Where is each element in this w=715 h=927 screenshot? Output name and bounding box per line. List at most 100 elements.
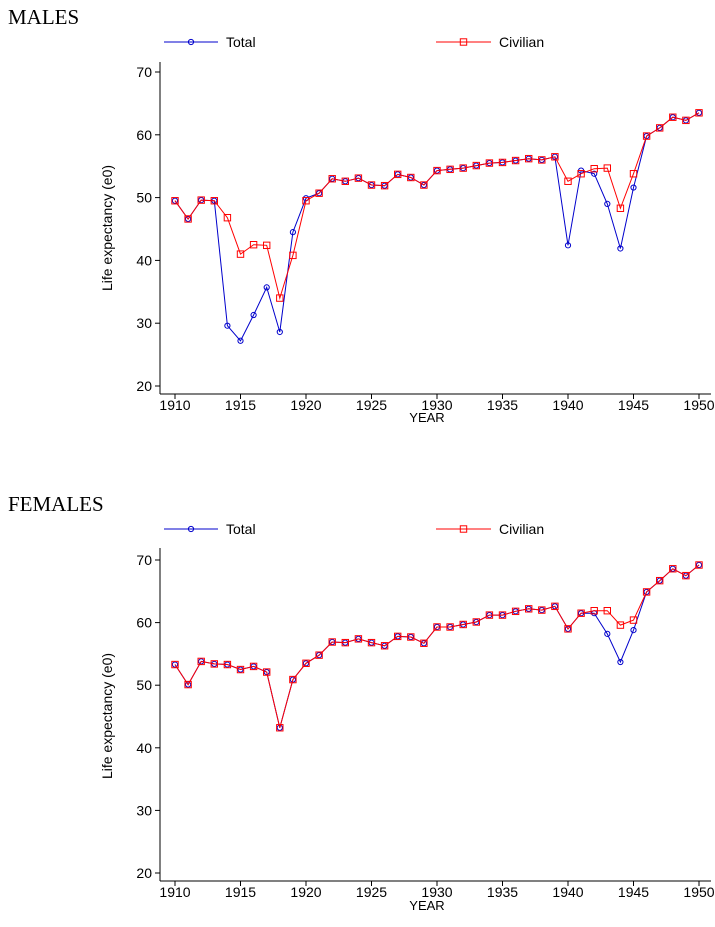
data-point-civilian (171, 197, 179, 205)
data-point-civilian (511, 156, 520, 165)
data-point-civilian (616, 621, 625, 629)
data-point-total (682, 572, 690, 579)
data-point-civilian (210, 660, 219, 668)
data-point-civilian (695, 109, 703, 117)
legend-marker-civilian (459, 525, 468, 533)
data-point-total (656, 124, 663, 131)
data-point-total (604, 200, 611, 207)
data-point-civilian (577, 609, 585, 617)
data-point-civilian (328, 175, 336, 183)
chart-panel-males: Total Civilian 20 30 40 50 60 70 1910 1915 1920 192… (99, 34, 715, 425)
data-point-civilian (656, 124, 664, 132)
data-point-total (329, 175, 336, 182)
data-point-civilian (184, 680, 192, 689)
data-point-total (224, 322, 231, 329)
data-point-civilian (485, 611, 494, 619)
data-point-total (420, 640, 427, 647)
data-point-civilian (289, 675, 297, 684)
data-point-civilian (590, 607, 598, 615)
panel-title-females: FEMALES (8, 492, 104, 516)
data-point-civilian (551, 602, 559, 611)
x-tick-label: 1935 (487, 397, 518, 413)
data-point-civilian (184, 215, 192, 223)
data-point-civilian (459, 164, 467, 172)
data-point-civilian (669, 565, 677, 573)
data-point-total (355, 175, 362, 182)
data-point-civilian (420, 181, 428, 189)
data-point-civilian (380, 181, 389, 190)
data-point-total (420, 181, 427, 189)
data-point-total (250, 311, 257, 319)
y-tick-label: 50 (136, 190, 152, 206)
data-point-total (551, 153, 559, 160)
y-tick-label: 20 (136, 865, 152, 881)
data-point-civilian (682, 571, 690, 580)
y-tick-label: 40 (136, 740, 152, 756)
data-point-total (604, 630, 611, 637)
data-point-civilian (289, 251, 297, 260)
y-tick-label: 50 (136, 677, 152, 693)
data-point-total (617, 658, 624, 666)
y-tick-label: 40 (136, 252, 152, 268)
x-tick-label: 1920 (290, 884, 321, 900)
x-tick-label: 1930 (421, 884, 452, 900)
data-point-total (289, 229, 296, 236)
legend-label-civilian: Civilian (499, 521, 544, 537)
x-tick-label: 1925 (356, 397, 387, 413)
x-tick-label: 1945 (618, 397, 649, 413)
data-point-civilian (682, 116, 690, 125)
data-point-total (316, 190, 323, 197)
data-point-civilian (538, 606, 546, 614)
x-axis-label: YEAR (409, 898, 444, 913)
data-point-total (695, 109, 703, 116)
y-tick-label: 60 (136, 127, 152, 143)
data-point-total (237, 666, 244, 673)
legend-label-total: Total (226, 34, 256, 50)
data-point-civilian (511, 607, 520, 616)
data-point-civilian (407, 633, 415, 641)
data-point-civilian (498, 611, 507, 619)
x-tick-label: 1910 (159, 884, 190, 900)
data-point-civilian (171, 660, 179, 669)
data-point-civilian (551, 153, 559, 161)
data-point-total (355, 635, 362, 642)
y-tick-label: 70 (136, 64, 152, 80)
data-point-civilian (472, 618, 481, 626)
y-axis-label: Life expectancy (e0) (99, 165, 115, 291)
data-point-civilian (380, 642, 389, 650)
data-point-civilian (354, 635, 363, 643)
legend-marker-total (187, 525, 195, 533)
data-point-civilian (498, 158, 507, 167)
data-point-civilian (249, 662, 258, 671)
y-tick-label: 30 (136, 802, 152, 818)
data-point-total (381, 642, 388, 649)
y-tick-label: 20 (136, 378, 152, 394)
data-point-civilian (354, 174, 363, 182)
data-point-civilian (210, 197, 219, 205)
x-axis-label: YEAR (409, 410, 444, 425)
data-point-total (250, 663, 257, 670)
data-point-civilian (236, 250, 245, 258)
data-point-civilian (394, 632, 402, 641)
series-line-civilian (174, 112, 700, 300)
data-point-civilian (616, 204, 625, 212)
data-point-total (276, 724, 283, 731)
data-point-total (263, 668, 270, 676)
data-point-total (564, 242, 572, 249)
data-point-total (316, 652, 323, 659)
data-point-civilian (407, 173, 415, 182)
data-point-total (368, 639, 375, 646)
data-point-civilian (603, 607, 611, 615)
data-point-total (551, 603, 559, 610)
data-point-total (276, 328, 283, 336)
data-point-civilian (669, 113, 677, 121)
data-point-total (302, 660, 310, 667)
data-point-civilian (263, 241, 271, 250)
data-point-total (512, 608, 519, 615)
x-tick-label: 1940 (552, 884, 583, 900)
series-line-total (174, 112, 700, 342)
x-tick-label: 1935 (487, 884, 518, 900)
data-point-total (564, 625, 572, 632)
data-point-civilian (472, 161, 481, 170)
